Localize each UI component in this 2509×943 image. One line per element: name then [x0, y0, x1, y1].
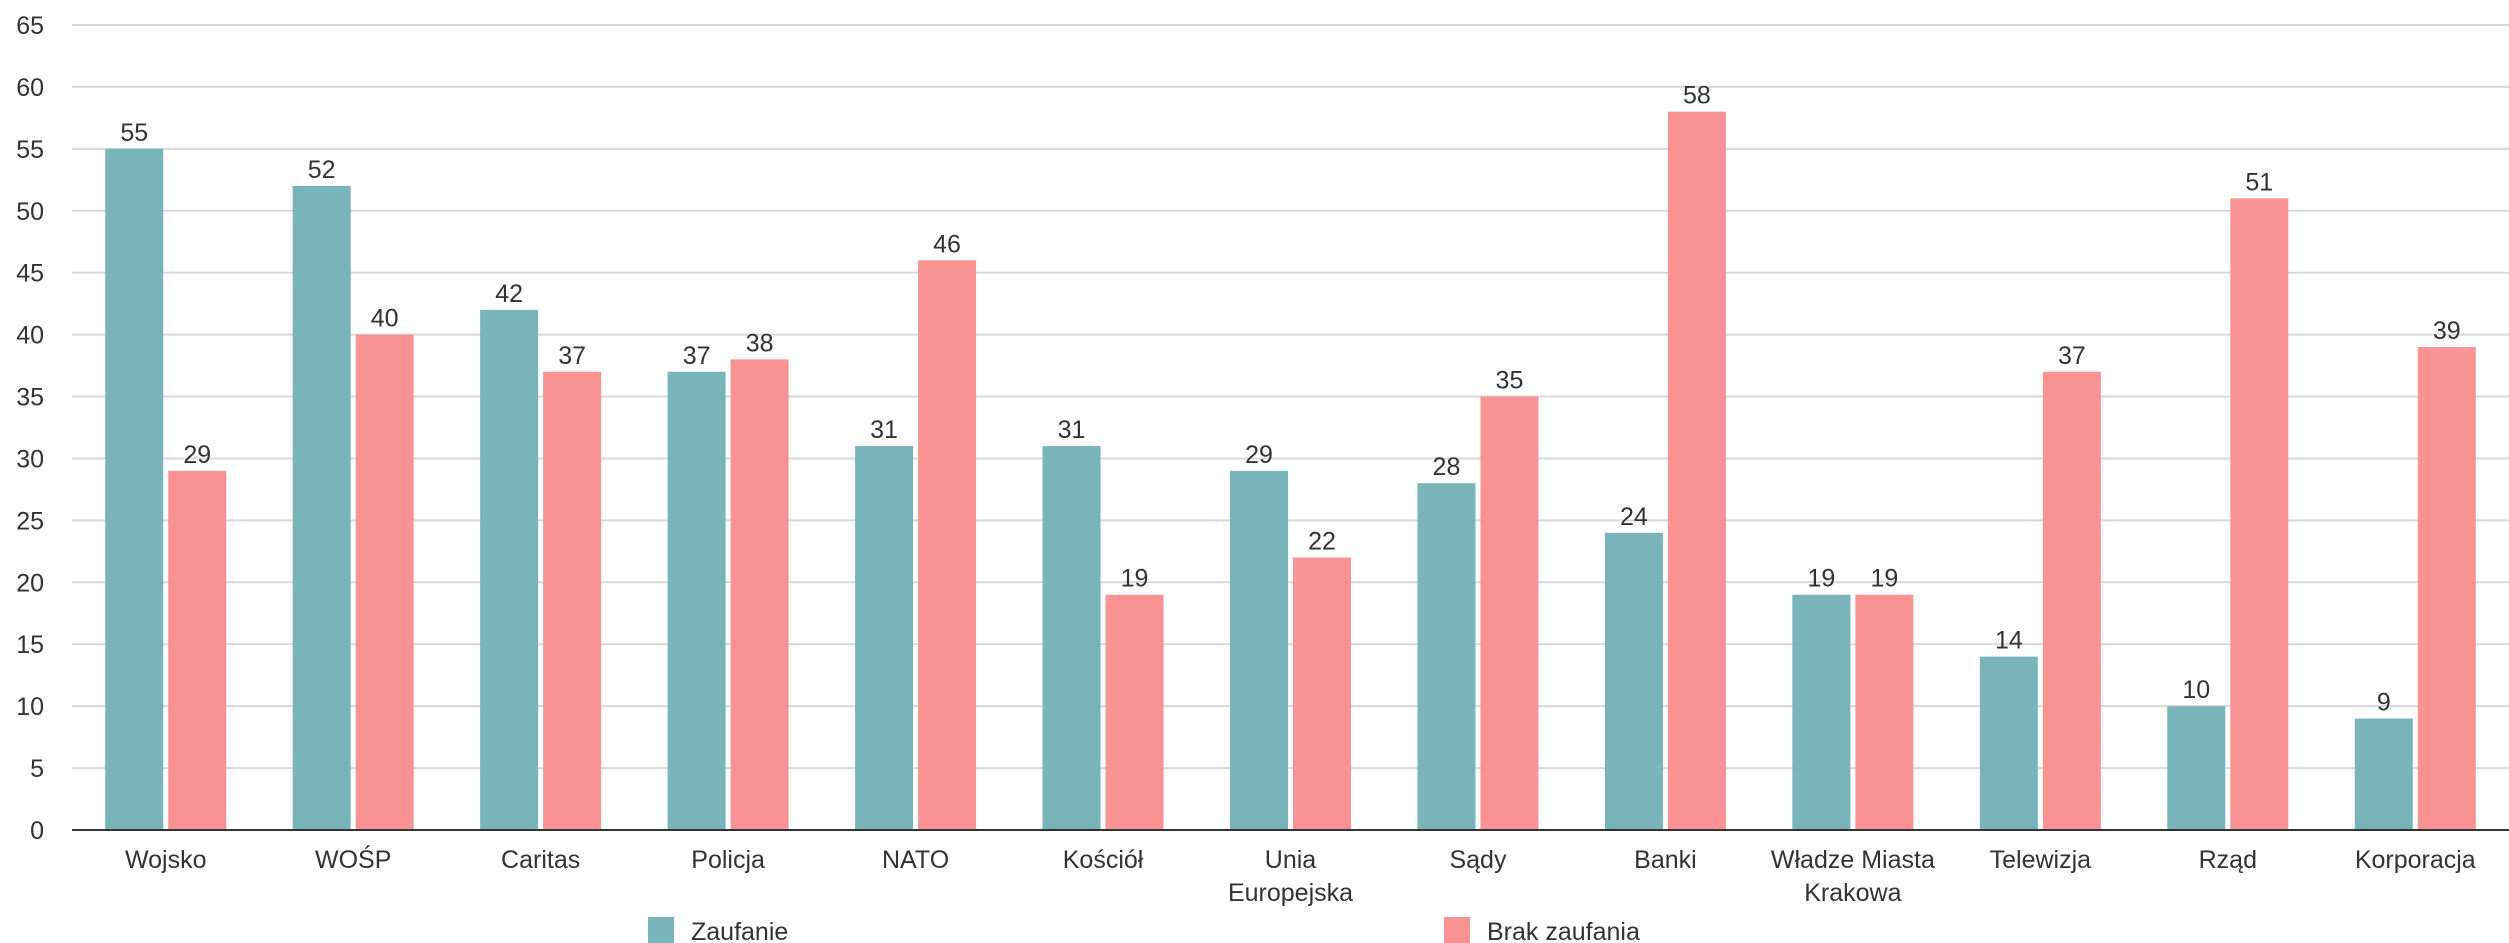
x-tick-label: Sądy — [1449, 846, 1506, 874]
data-label: 22 — [1308, 528, 1336, 556]
bar-brak-zaufania — [730, 359, 789, 830]
data-label: 19 — [1870, 565, 1898, 593]
bar-zaufanie — [1042, 446, 1101, 830]
x-tick-label: Kościół — [1063, 846, 1144, 874]
x-tick-label: Rząd — [2199, 846, 2257, 874]
legend-label: Brak zaufania — [1487, 918, 1640, 943]
bar-brak-zaufania — [1480, 396, 1539, 830]
data-label: 38 — [746, 329, 774, 357]
bar-zaufanie — [1417, 483, 1476, 830]
bar-zaufanie — [105, 148, 164, 830]
bar-brak-zaufania — [355, 334, 414, 830]
x-tick-label: Banki — [1634, 846, 1697, 874]
y-tick-label: 60 — [16, 74, 44, 102]
bar-zaufanie — [667, 371, 726, 830]
data-label: 31 — [870, 416, 898, 444]
bar-brak-zaufania — [1667, 111, 1726, 830]
y-tick-label: 65 — [16, 12, 44, 40]
data-label: 37 — [683, 342, 711, 370]
bar-zaufanie — [2167, 706, 2226, 830]
bar-brak-zaufania — [2042, 371, 2101, 830]
data-label: 37 — [558, 342, 586, 370]
x-tick-label: WOŚP — [315, 844, 391, 874]
y-tick-label: 50 — [16, 198, 44, 226]
x-tick-label: Krakowa — [1804, 879, 1901, 907]
data-label: 58 — [1683, 82, 1711, 110]
data-label: 14 — [1995, 627, 2023, 655]
data-label: 29 — [1245, 441, 1273, 469]
data-label: 29 — [183, 441, 211, 469]
bar-zaufanie — [480, 309, 539, 830]
y-tick-label: 25 — [16, 507, 44, 535]
bar-zaufanie — [855, 446, 914, 830]
y-tick-label: 0 — [30, 817, 44, 845]
y-tick-label: 30 — [16, 445, 44, 473]
y-tick-label: 10 — [16, 693, 44, 721]
legend-swatch-zaufanie — [648, 917, 674, 943]
bar-zaufanie — [1792, 594, 1851, 830]
y-tick-label: 55 — [16, 136, 44, 164]
data-label: 46 — [933, 230, 961, 258]
x-tick-label: Caritas — [501, 846, 580, 874]
bar-zaufanie — [292, 186, 351, 830]
bar-brak-zaufania — [2230, 198, 2289, 830]
bar-zaufanie — [2354, 718, 2413, 830]
y-tick-label: 15 — [16, 631, 44, 659]
data-label: 40 — [371, 305, 399, 333]
y-axis: 0 5 10 15 20 25 30 35 40 45 50 55 60 65 — [16, 12, 44, 845]
y-tick-label: 40 — [16, 322, 44, 350]
bar-brak-zaufania — [2417, 347, 2476, 830]
data-label: 42 — [495, 280, 523, 308]
bar-zaufanie — [1979, 656, 2038, 830]
x-tick-label: Władze Miasta — [1771, 846, 1935, 874]
bar-brak-zaufania — [918, 260, 977, 830]
data-label: 10 — [2182, 676, 2210, 704]
bar-brak-zaufania — [1855, 594, 1914, 830]
data-labels: 55 29 52 40 42 37 37 38 31 46 31 19 29 22 28 35 24 58 19 19… — [120, 82, 2460, 717]
bars — [105, 111, 2476, 830]
data-label: 31 — [1058, 416, 1086, 444]
legend: Zaufanie Brak zaufania — [648, 917, 1640, 943]
x-axis: Wojsko WOŚP Caritas Policja NATO Kościół Unia E… — [72, 829, 2509, 907]
x-tick-label: Europejska — [1228, 879, 1353, 907]
data-label: 39 — [2433, 317, 2461, 345]
legend-label: Zaufanie — [691, 918, 788, 943]
y-tick-label: 20 — [16, 569, 44, 597]
bar-brak-zaufania — [1293, 557, 1351, 830]
y-tick-label: 5 — [30, 755, 44, 783]
bar-zaufanie — [1604, 532, 1663, 830]
data-label: 28 — [1433, 453, 1461, 481]
data-label: 37 — [2058, 342, 2086, 370]
x-tick-label: Policja — [691, 846, 765, 874]
data-label: 19 — [1807, 565, 1835, 593]
data-label: 52 — [308, 156, 336, 184]
data-label: 35 — [1496, 367, 1524, 395]
y-tick-label: 45 — [16, 260, 44, 288]
bar-brak-zaufania — [1105, 594, 1164, 830]
gridlines — [72, 24, 2509, 770]
y-tick-label: 35 — [16, 384, 44, 412]
bar-brak-zaufania — [543, 371, 602, 830]
bar-brak-zaufania — [168, 470, 227, 830]
x-tick-label: Wojsko — [125, 846, 207, 874]
x-tick-label: Korporacja — [2355, 846, 2476, 874]
x-tick-label: Telewizja — [1990, 846, 2092, 874]
data-label: 24 — [1620, 503, 1648, 531]
data-label: 51 — [2245, 168, 2273, 196]
legend-swatch-brak-zaufania — [1444, 917, 1470, 943]
data-label: 9 — [2377, 689, 2391, 717]
x-tick-label: Unia — [1265, 846, 1317, 874]
bar-zaufanie — [1230, 470, 1288, 830]
data-label: 19 — [1121, 565, 1149, 593]
x-tick-label: NATO — [882, 846, 949, 874]
data-label: 55 — [120, 119, 148, 147]
